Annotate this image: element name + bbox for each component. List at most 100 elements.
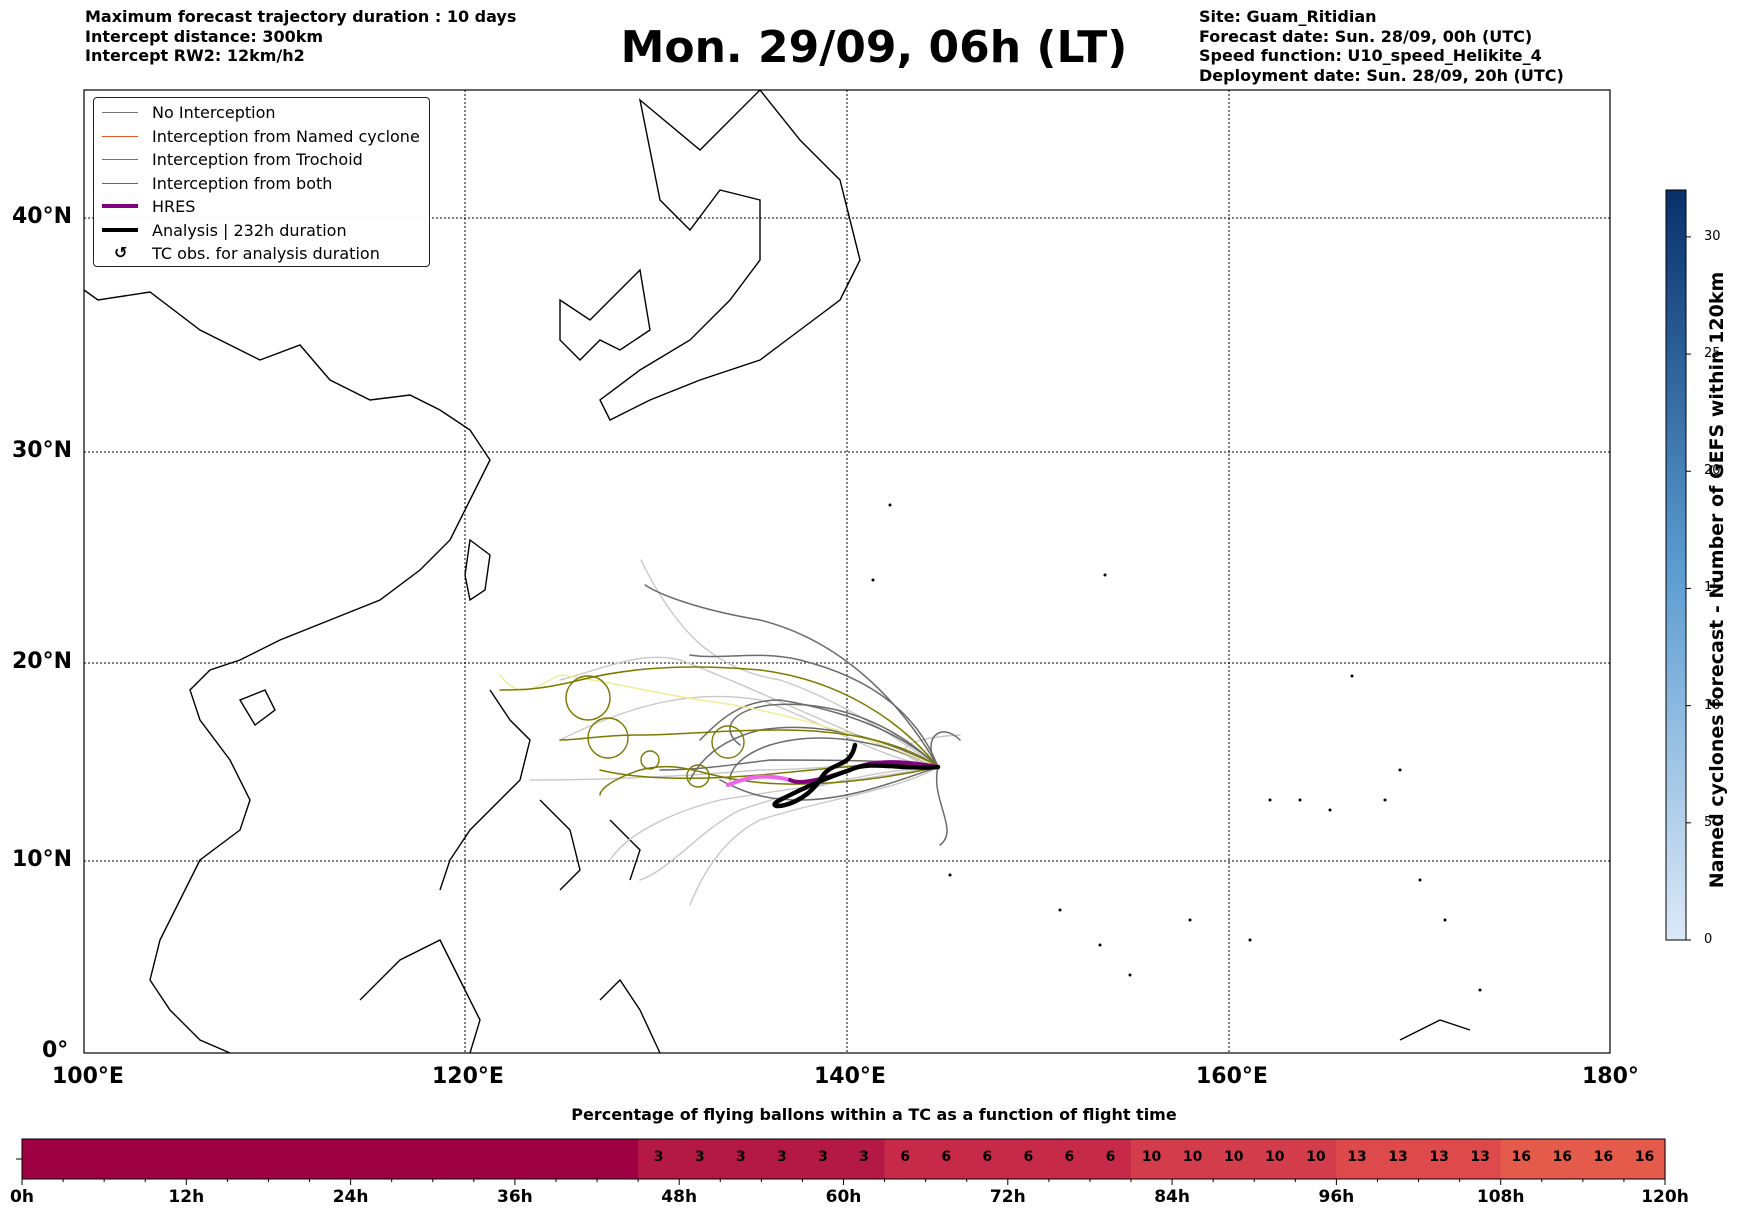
colorbar-tick-label: 25 (1704, 346, 1721, 362)
lat-label: 10°N (12, 847, 73, 872)
map-title: Mon. 29/09, 06h (LT) (620, 22, 1128, 73)
flight-bar-value-label: 3 (777, 1149, 787, 1165)
flight-bar-cell (432, 1139, 475, 1179)
coastline-mainland-asia (83, 289, 491, 1054)
legend-item: Interception from Trochoid (100, 148, 429, 172)
hres-trajectory-light (726, 774, 792, 787)
flight-bar-cell (1007, 1139, 1050, 1179)
lon-label: 100°E (52, 1064, 124, 1089)
flight-bar-cell (966, 1139, 1009, 1179)
flight-bar-cell (186, 1139, 228, 1179)
flight-bar-value-label: 10 (1265, 1149, 1285, 1165)
flight-bar-cell (473, 1139, 516, 1179)
flight-bar-hour-label: 0h (10, 1187, 34, 1207)
legend-label: Analysis | 232h duration (152, 220, 347, 240)
flight-bar-cell (1541, 1139, 1584, 1179)
coastline-sulawesi (599, 978, 661, 1054)
lat-label: 30°N (12, 438, 73, 463)
flight-bar-value-label: 3 (735, 1149, 746, 1165)
flight-bar-cell (1295, 1139, 1337, 1179)
flight-bar-cell (1254, 1139, 1296, 1179)
colorbar-tick-label: 0 (1704, 932, 1713, 947)
coastline-japan (599, 88, 861, 421)
legend-item: ↺ TC obs. for analysis duration (100, 242, 429, 266)
trajectory-light (559, 695, 939, 768)
trajectory (935, 766, 948, 846)
flight-bar-value-label: 3 (859, 1149, 869, 1165)
flight-bar-hour-label: 108h (1476, 1187, 1525, 1207)
flight-bar-value-label: 6 (1023, 1149, 1034, 1165)
site-info: Site: Guam_Ritidian Forecast date: Sun. … (1199, 7, 1564, 85)
trajectory-light (639, 766, 939, 881)
flight-bar-cell (843, 1139, 886, 1179)
flight-bar-value-label: 13 (1388, 1149, 1408, 1165)
flight-bar-cell (555, 1139, 598, 1179)
lon-label: 120°E (432, 1064, 504, 1089)
flight-bar-value-label: 13 (1470, 1149, 1490, 1165)
site-info-line: Site: Guam_Ritidian (1199, 7, 1377, 26)
legend-line (102, 227, 138, 232)
site-info-line: Forecast date: Sun. 28/09, 00h (UTC) (1199, 26, 1533, 46)
flight-bar-cell (761, 1139, 804, 1179)
flight-bar-cell (720, 1139, 762, 1179)
flight-bar-value-label: 16 (1511, 1149, 1531, 1165)
flight-bar-cell (679, 1139, 721, 1179)
flight-bar-cell (391, 1139, 434, 1179)
flight-bar-hour-label: 72h (989, 1187, 1026, 1207)
flight-bar-value-label: 10 (1223, 1149, 1244, 1165)
flight-bar-cell (1172, 1139, 1214, 1179)
flight-bar-cell (1418, 1139, 1461, 1179)
trajectory-light (689, 766, 939, 906)
flight-bar-value-label: 6 (1105, 1149, 1116, 1165)
trajectory (689, 654, 939, 768)
flight-bar-cell (1048, 1139, 1091, 1179)
colorbar-tick-label: 5 (1704, 814, 1713, 830)
flight-bar-title: Percentage of flying ballons within a TC… (571, 1105, 1177, 1124)
legend-label: Interception from Named cyclone (152, 126, 420, 146)
flight-bar-value-label: 3 (694, 1149, 705, 1165)
legend-line (102, 112, 138, 114)
tc-obs-symbol-icon: ↺ (114, 243, 128, 263)
trochoid-trajectory (499, 666, 939, 768)
lon-label: 160°E (1196, 1064, 1268, 1089)
legend-line (102, 182, 138, 184)
flight-bar-hour-label: 120h (1641, 1187, 1689, 1207)
analysis-trajectory (772, 742, 941, 809)
flight-bar-cell (22, 1139, 64, 1179)
colorbar-ticks (1686, 236, 1691, 941)
colorbar (1665, 189, 1687, 941)
coastline-korea (559, 268, 651, 361)
flight-bar-cell (1336, 1139, 1379, 1179)
flight-bar-value-label: 3 (653, 1149, 664, 1165)
legend-item: No Interception (100, 101, 429, 125)
flight-bar-cell (514, 1139, 557, 1179)
lat-label: 20°N (12, 649, 73, 674)
trochoid-loops (565, 675, 745, 788)
flight-bar-cell (1459, 1139, 1502, 1179)
flight-bar-cell (1213, 1139, 1255, 1179)
flight-bar-cell (1377, 1139, 1420, 1179)
flight-bar-cell (925, 1139, 968, 1179)
flight-bar-cell (268, 1139, 311, 1179)
flight-bar-cell (104, 1139, 146, 1179)
flight-bar-cell (350, 1139, 393, 1179)
legend-label: Interception from Trochoid (152, 150, 363, 170)
colorbar-tick-label: 10 (1704, 697, 1721, 713)
flight-bar-cell (309, 1139, 352, 1179)
trochoid-loop (587, 717, 629, 759)
colorbar-tick-label: 20 (1704, 463, 1721, 479)
trochoid-loop (565, 675, 611, 721)
trajectory (719, 766, 939, 801)
legend-line (102, 159, 138, 161)
trajectories (499, 559, 961, 906)
flight-bar-cell (1131, 1139, 1173, 1179)
legend-line (102, 135, 138, 137)
flight-bar-value-label: 16 (1552, 1149, 1573, 1165)
no-interception-tracks (644, 584, 961, 846)
flight-bar-value-label: 16 (1593, 1149, 1614, 1165)
trochoid-trajectory (559, 729, 939, 768)
lat-label: 0° (42, 1038, 69, 1063)
legend-label: Interception from both (152, 173, 333, 193)
lat-label: 40°N (12, 204, 73, 229)
coastline-taiwan (464, 538, 491, 602)
